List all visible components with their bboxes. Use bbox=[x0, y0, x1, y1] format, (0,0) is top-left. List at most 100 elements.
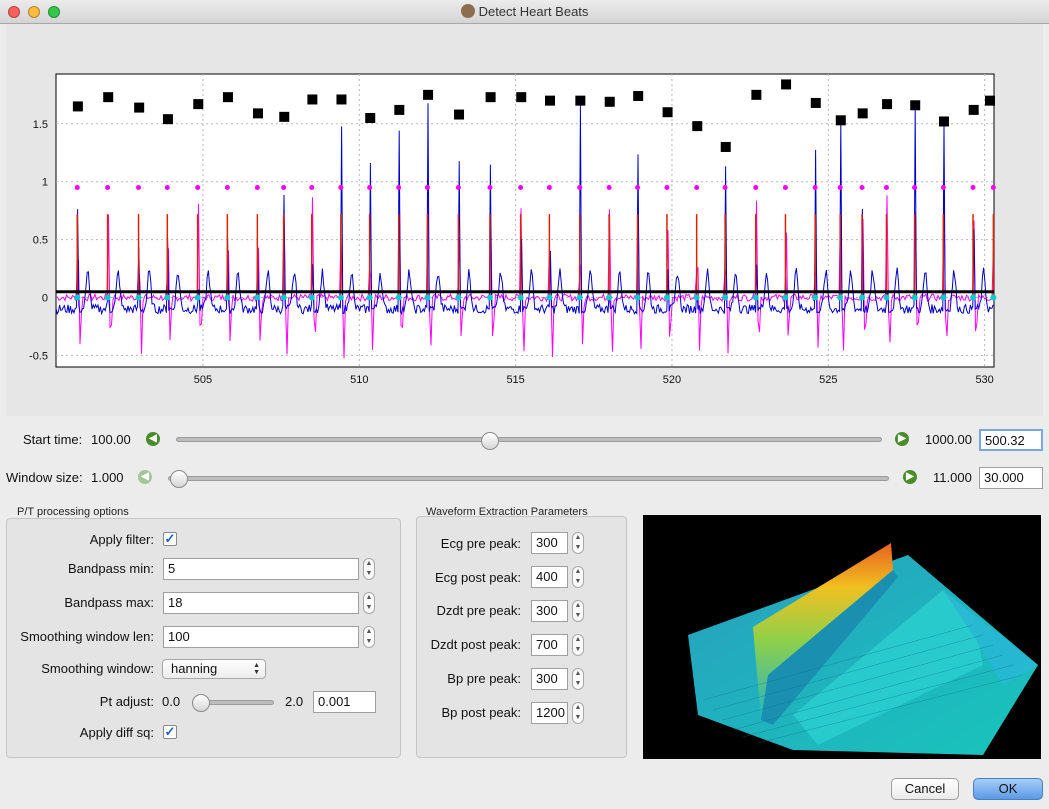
beat-peak-marker bbox=[882, 99, 893, 110]
beat-peak-marker bbox=[222, 92, 233, 103]
pt-options-title: P/T processing options bbox=[17, 506, 129, 518]
waveform-params-title: Waveform Extraction Parameters bbox=[426, 506, 588, 518]
beat-peak-marker bbox=[720, 141, 731, 152]
window-size-increase-arrow-icon[interactable]: ▶ bbox=[903, 470, 917, 484]
smoothing-window-len-input[interactable]: 100 bbox=[163, 626, 359, 648]
dzdt-post-peak-input[interactable]: 700 bbox=[531, 634, 568, 656]
beat-peak-marker bbox=[134, 102, 145, 113]
bp-post-peak-stepper[interactable]: ▲ ▼ bbox=[572, 702, 584, 724]
window-size-min: 1.000 bbox=[91, 470, 124, 485]
cyan-component-point bbox=[224, 294, 231, 301]
bandpass-max-label: Bandpass max: bbox=[64, 595, 154, 610]
window-size-slider-knob[interactable] bbox=[170, 470, 188, 488]
apply-diff-sq-label: Apply diff sq: bbox=[79, 725, 154, 740]
cyan-component-point bbox=[693, 294, 700, 301]
bp-pre-peak-stepper[interactable]: ▲ ▼ bbox=[572, 668, 584, 690]
pt-adjust-input[interactable]: 0.001 bbox=[313, 691, 376, 713]
dzdt-pre-peak-input[interactable]: 300 bbox=[531, 600, 568, 622]
smoothing-window-len-stepper[interactable]: ▲ ▼ bbox=[363, 626, 375, 648]
waveform-3d-surface-view[interactable] bbox=[643, 515, 1041, 759]
surface-plot-graphic bbox=[688, 543, 1038, 755]
beat-peak-marker bbox=[545, 95, 556, 106]
cyan-component-point bbox=[308, 294, 315, 301]
cyan-component-point bbox=[135, 294, 142, 301]
y-tick-label: -0.5 bbox=[29, 350, 48, 362]
y-tick-label: 0.5 bbox=[33, 235, 48, 247]
pt-adjust-slider-knob[interactable] bbox=[192, 694, 210, 712]
filtered-peak-point bbox=[859, 184, 865, 190]
cyan-component-point bbox=[576, 294, 583, 301]
apply-filter-checkbox[interactable]: ✓ bbox=[163, 531, 177, 546]
filtered-peak-point bbox=[105, 184, 111, 190]
filtered-peak-point bbox=[912, 184, 918, 190]
filtered-peak-point bbox=[309, 184, 315, 190]
beat-peak-marker bbox=[193, 99, 204, 110]
start-time-slider-knob[interactable] bbox=[481, 432, 499, 450]
bp-post-peak-input[interactable]: 1200 bbox=[531, 702, 568, 724]
bp-pre-peak-input[interactable]: 300 bbox=[531, 668, 568, 690]
zoom-window-button[interactable] bbox=[48, 6, 60, 18]
start-time-decrease-arrow-icon[interactable]: ◀ bbox=[146, 432, 160, 446]
title-bar: Detect Heart Beats bbox=[0, 0, 1049, 24]
bandpass-max-stepper[interactable]: ▲ ▼ bbox=[363, 592, 375, 614]
cyan-component-point bbox=[606, 294, 613, 301]
minimize-window-button[interactable] bbox=[28, 6, 40, 18]
window-title-text: Detect Heart Beats bbox=[478, 4, 589, 19]
ecg-pre-peak-input[interactable]: 300 bbox=[531, 532, 568, 554]
cyan-component-point bbox=[722, 294, 729, 301]
cancel-button[interactable]: Cancel bbox=[891, 778, 959, 800]
beat-peak-marker bbox=[810, 97, 821, 108]
start-time-min: 100.00 bbox=[91, 432, 131, 447]
beat-peak-marker bbox=[910, 100, 921, 111]
filtered-peak-point bbox=[136, 184, 142, 190]
window-size-label: Window size: bbox=[6, 470, 83, 485]
window-size-decrease-arrow-icon[interactable]: ◀ bbox=[138, 470, 152, 484]
filtered-peak-point bbox=[664, 184, 670, 190]
ecg-post-peak-input[interactable]: 400 bbox=[531, 566, 568, 588]
start-time-slider[interactable] bbox=[176, 437, 882, 442]
dzdt-pre-peak-label: Dzdt pre peak: bbox=[436, 603, 521, 618]
y-tick-label: 1 bbox=[42, 177, 48, 189]
filtered-peak-point bbox=[224, 184, 230, 190]
bandpass-min-input[interactable]: 5 bbox=[163, 558, 359, 580]
filtered-peak-point bbox=[694, 184, 700, 190]
apply-diff-sq-checkbox[interactable]: ✓ bbox=[163, 724, 177, 739]
pt-adjust-min: 0.0 bbox=[162, 694, 181, 709]
x-tick-label: 505 bbox=[194, 374, 212, 386]
window-size-slider[interactable] bbox=[168, 476, 889, 481]
filtered-peak-point bbox=[970, 184, 976, 190]
start-time-increase-arrow-icon[interactable]: ▶ bbox=[895, 432, 909, 446]
cyan-component-point bbox=[337, 294, 344, 301]
dzdt-post-peak-stepper[interactable]: ▲ ▼ bbox=[572, 634, 584, 656]
close-window-button[interactable] bbox=[8, 6, 20, 18]
ecg-post-peak-stepper[interactable]: ▲ ▼ bbox=[572, 566, 584, 588]
beat-peak-marker bbox=[985, 95, 995, 106]
window-size-input[interactable]: 30.000 bbox=[979, 467, 1043, 489]
filtered-peak-point bbox=[164, 184, 170, 190]
smoothing-window-select[interactable]: hanning ▲ ▼ bbox=[162, 659, 266, 679]
beat-peak-marker bbox=[604, 96, 615, 107]
heartbeat-chart[interactable]: 505 510 515 520 525 530 1.5 1 0.5 0 -0.5 bbox=[6, 24, 1043, 416]
dzdt-pre-peak-stepper[interactable]: ▲ ▼ bbox=[572, 600, 584, 622]
filtered-peak-point bbox=[837, 184, 843, 190]
x-tick-label: 520 bbox=[663, 374, 681, 386]
cyan-component-point bbox=[486, 294, 493, 301]
bandpass-min-label: Bandpass min: bbox=[68, 561, 154, 576]
filtered-peak-point bbox=[424, 184, 430, 190]
ecg-signal-line bbox=[55, 103, 994, 316]
smoothing-window-label: Smoothing window: bbox=[41, 661, 154, 676]
cyan-component-point bbox=[812, 294, 819, 301]
filtered-peak-point bbox=[281, 184, 287, 190]
bandpass-max-input[interactable]: 18 bbox=[163, 592, 359, 614]
bp-pre-peak-label: Bp pre peak: bbox=[447, 671, 521, 686]
bp-post-peak-label: Bp post peak: bbox=[441, 705, 522, 720]
pt-adjust-label: Pt adjust: bbox=[99, 694, 154, 709]
bandpass-min-stepper[interactable]: ▲ ▼ bbox=[363, 558, 375, 580]
start-time-label: Start time: bbox=[23, 432, 83, 447]
ecg-pre-peak-stepper[interactable]: ▲ ▼ bbox=[572, 532, 584, 554]
start-time-input[interactable]: 500.32 bbox=[979, 429, 1043, 451]
beat-peak-marker bbox=[835, 115, 846, 126]
window-title: Detect Heart Beats bbox=[0, 0, 1049, 24]
ok-button[interactable]: OK bbox=[973, 778, 1043, 800]
cyan-component-point bbox=[424, 294, 431, 301]
